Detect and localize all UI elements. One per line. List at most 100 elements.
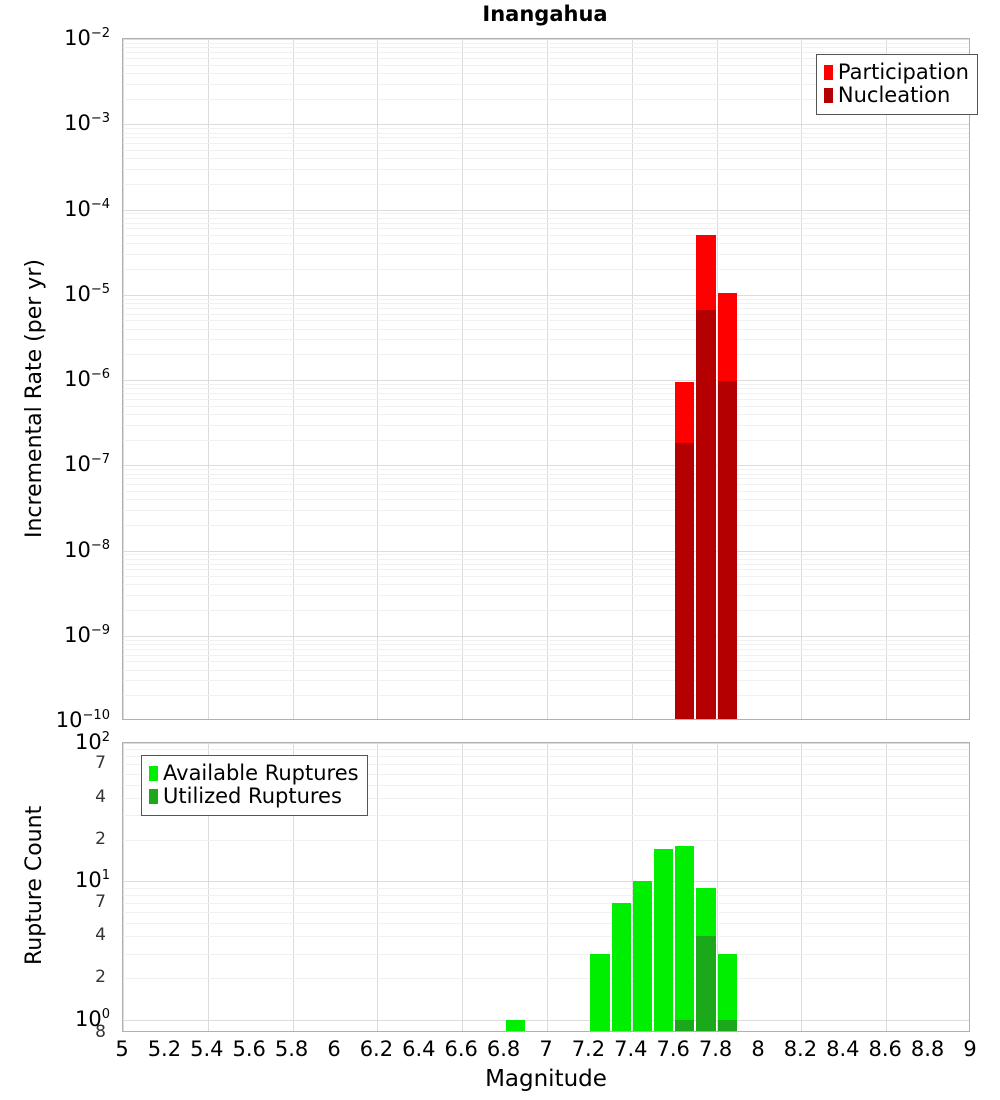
- legend-item-label: Available Ruptures: [163, 761, 359, 785]
- y-tick-label: 10−10: [55, 708, 110, 732]
- gridline-horizontal: [123, 313, 969, 315]
- gridline-horizontal: [123, 680, 969, 682]
- bottom-plot-y-axis-label: Rupture Count: [22, 805, 47, 965]
- gridline-horizontal: [123, 749, 969, 751]
- top-plot-legend: Participation Nucleation: [815, 54, 978, 115]
- gridline-horizontal: [123, 922, 969, 924]
- gridline-vertical: [462, 39, 464, 719]
- gridline-horizontal: [123, 354, 969, 356]
- x-tick-label: 8: [751, 1037, 765, 1061]
- gridline-horizontal: [123, 887, 969, 889]
- x-tick-label: 6.6: [444, 1037, 478, 1061]
- gridline-horizontal: [123, 217, 969, 219]
- y-tick-label: 4: [95, 925, 106, 946]
- y-tick-label: 10−4: [64, 196, 110, 221]
- y-tick-label: 10−6: [64, 367, 110, 391]
- gridline-horizontal: [123, 661, 969, 663]
- gridline-horizontal: [123, 47, 969, 49]
- gridline-horizontal: [123, 524, 969, 526]
- x-axis-label: Magnitude: [485, 1066, 607, 1092]
- gridline-horizontal: [123, 388, 969, 390]
- x-axis-ticks: 5 5.2 5.4 5.6 5.8 6 6.2 6.4 6.6 6.8 7 7.2 7.4 7.6 7.8 8…: [0, 1037, 1000, 1067]
- gridline-horizontal: [123, 894, 969, 896]
- legend-swatch-icon: [149, 789, 158, 804]
- gridline-horizontal: [123, 213, 969, 215]
- y-tick-label: 2: [95, 966, 106, 987]
- gridline-horizontal: [123, 798, 969, 800]
- y-tick-label: 101: [74, 868, 110, 893]
- gridline-horizontal: [123, 398, 969, 400]
- top-plot-y-axis-label: Incremental Rate (per yr): [22, 259, 47, 538]
- rupture-count-plot: Available Ruptures Utilized Ruptures: [122, 742, 970, 1032]
- gridline-horizontal: [123, 57, 969, 59]
- gridline-horizontal: [123, 644, 969, 645]
- gridline-horizontal: [123, 669, 969, 671]
- legend-item-label: Nucleation: [837, 83, 951, 107]
- gridline-horizontal: [123, 695, 969, 697]
- gridline-horizontal: [123, 610, 969, 612]
- legend-item[interactable]: Nucleation: [823, 83, 969, 107]
- bar-available-ruptures: [611, 902, 631, 1031]
- gridline-horizontal: [123, 98, 969, 100]
- gridline-horizontal: [123, 72, 969, 74]
- gridline-vertical: [207, 743, 209, 1031]
- gridline-horizontal: [123, 550, 969, 552]
- x-tick-label: 8.8: [910, 1037, 945, 1061]
- page-title: Inangahua: [482, 2, 608, 26]
- gridline-vertical: [377, 39, 379, 719]
- bar-utilized-ruptures: [696, 936, 716, 1031]
- gridline-horizontal: [123, 168, 969, 170]
- gridline-horizontal: [123, 254, 969, 256]
- gridline-horizontal: [123, 143, 969, 145]
- gridline-vertical: [462, 743, 464, 1031]
- x-tick-label: 5.6: [232, 1037, 266, 1061]
- x-tick-label: 7.8: [698, 1037, 733, 1061]
- gridline-horizontal: [123, 228, 969, 230]
- gridline-horizontal: [123, 294, 969, 296]
- legend-item-label: Utilized Ruptures: [163, 784, 342, 808]
- gridline-horizontal: [123, 595, 969, 597]
- gridline-horizontal: [123, 307, 969, 309]
- x-tick-label: 6.4: [402, 1037, 436, 1061]
- x-tick-label: 5.4: [190, 1037, 224, 1061]
- gridline-horizontal: [123, 393, 969, 395]
- gridline-horizontal: [123, 303, 969, 304]
- bar-available-ruptures: [505, 1019, 525, 1031]
- legend-item[interactable]: Available Ruptures: [149, 763, 359, 784]
- gridline-horizontal: [123, 52, 969, 54]
- legend-item[interactable]: Participation: [823, 60, 969, 84]
- gridline-horizontal: [123, 235, 969, 237]
- gridline-horizontal: [123, 569, 969, 571]
- incremental-rate-plot: [122, 38, 970, 720]
- gridline-horizontal: [123, 584, 969, 586]
- legend-item-label: Participation: [837, 60, 969, 84]
- gridline-horizontal: [123, 1019, 969, 1021]
- gridline-horizontal: [123, 639, 969, 641]
- gridline-horizontal: [123, 158, 969, 160]
- legend-item[interactable]: Utilized Ruptures: [149, 786, 359, 807]
- bar-available-ruptures: [654, 849, 674, 1031]
- legend-swatch-icon: [149, 766, 158, 781]
- gridline-horizontal: [123, 490, 969, 492]
- y-tick-label: 10−7: [64, 452, 110, 477]
- legend-swatch-icon: [823, 65, 833, 80]
- x-tick-label: 6: [327, 1037, 341, 1061]
- x-tick-label: 8.4: [826, 1037, 860, 1061]
- gridline-horizontal: [123, 484, 969, 486]
- gridline-vertical: [123, 39, 124, 719]
- x-tick-label: 7.4: [614, 1037, 648, 1061]
- gridline-horizontal: [123, 83, 969, 85]
- y-tick-label: 4: [95, 787, 106, 808]
- x-tick-label: 6.8: [486, 1037, 521, 1061]
- gridline-horizontal: [123, 881, 969, 883]
- gridline-horizontal: [123, 269, 969, 271]
- gridline-horizontal: [123, 469, 969, 471]
- bar-utilized-ruptures: [717, 1019, 737, 1031]
- gridline-horizontal: [123, 784, 969, 786]
- bar-nucleation: [717, 380, 737, 719]
- gridline-horizontal: [123, 380, 969, 381]
- gridline-horizontal: [123, 635, 969, 637]
- y-tick-label: 8: [95, 1022, 106, 1042]
- gridline-horizontal: [123, 64, 969, 66]
